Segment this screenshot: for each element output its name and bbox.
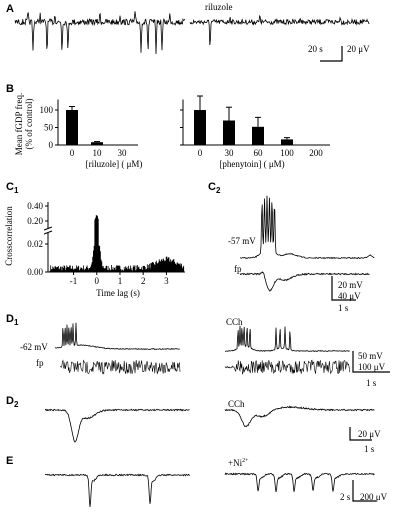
scale-label: 20 s xyxy=(308,44,323,54)
y-tick-label: 50 xyxy=(44,123,54,133)
x-label: Time lag (s) xyxy=(96,288,140,298)
trace xyxy=(60,359,181,375)
y-tick-label: 0 xyxy=(49,140,54,150)
drug-text: +Ni xyxy=(228,458,243,468)
trace xyxy=(224,325,350,352)
panel-label: C1 xyxy=(6,181,19,195)
x-tick-label: 0 xyxy=(70,148,75,158)
scale-bar xyxy=(349,427,372,441)
trace xyxy=(224,359,351,375)
scale-label: 100 μV xyxy=(358,362,386,372)
panel-label: B xyxy=(6,83,14,95)
panel-label: A xyxy=(6,3,14,15)
trace-label: -57 mV xyxy=(228,236,256,246)
x-label: [riluzole] ( μM) xyxy=(86,159,143,169)
scale-bar xyxy=(352,480,376,502)
x-tick-label: 0 xyxy=(198,148,203,158)
panel-letter: A xyxy=(6,3,14,15)
scale-label: 50 mV xyxy=(358,351,383,361)
scale-label: 1 s xyxy=(366,378,377,388)
trace xyxy=(44,408,190,443)
y-tick-label: 0.40 xyxy=(27,201,43,211)
trace-label: fp xyxy=(234,264,242,274)
panel-sub: 2 xyxy=(216,186,221,195)
trace xyxy=(189,14,370,46)
y-label: Mean fGDP freq. xyxy=(14,93,24,155)
scale-label: 2 s xyxy=(340,492,351,502)
panel-label: C2 xyxy=(208,181,221,195)
panel-sub: 1 xyxy=(14,186,19,195)
axis-break xyxy=(43,230,53,235)
bar xyxy=(66,110,78,145)
bar xyxy=(281,139,293,145)
x-label: [phenytoin] ( μM) xyxy=(219,159,284,169)
trace xyxy=(239,195,375,260)
x-tick-label: 10 xyxy=(93,148,103,158)
y-tick-label: 0.00 xyxy=(27,267,43,277)
bar xyxy=(252,126,264,145)
x-tick-label: 3 xyxy=(164,276,169,286)
trace xyxy=(14,11,186,55)
scale-label: 40 μV xyxy=(338,291,361,301)
y-tick-label: 0.20 xyxy=(27,216,43,226)
y-tick-label: 100 xyxy=(40,105,54,115)
x-tick-label: 1 xyxy=(118,276,123,286)
y-tick-label: 0.02 xyxy=(27,239,43,249)
trace-label: fp xyxy=(36,358,44,368)
panel-letter: D xyxy=(6,395,14,407)
x-tick-label: 200 xyxy=(309,148,323,158)
scale-bar xyxy=(352,351,390,373)
bar xyxy=(223,120,235,145)
panel-letter: B xyxy=(6,83,14,95)
drug-label: +Ni2+ xyxy=(228,458,249,468)
trace xyxy=(55,322,180,350)
drug-label: CCh xyxy=(226,317,243,327)
y-label: Crosscorrelation xyxy=(4,206,14,266)
scale-label: 1 s xyxy=(338,303,349,313)
x-tick-label: 60 xyxy=(254,148,264,158)
x-tick-label: 2 xyxy=(141,276,146,286)
scale-label: 200 μV xyxy=(360,492,388,502)
panel-sub: 1 xyxy=(14,318,19,327)
panel-label: D1 xyxy=(6,313,19,327)
panel-sub: 2 xyxy=(14,400,19,409)
panel-letter: C xyxy=(208,181,216,193)
a-title: riluzole xyxy=(205,2,233,12)
trace xyxy=(44,473,190,508)
panel-letter: E xyxy=(6,455,13,467)
panel-letter: C xyxy=(6,181,14,193)
trace xyxy=(224,405,375,428)
scale-bar xyxy=(320,46,343,62)
y-label: (% of control) xyxy=(24,99,34,150)
trace-label: -62 mV xyxy=(20,342,48,352)
scale-label: 20 mV xyxy=(338,280,363,290)
scale-bar xyxy=(331,276,356,301)
panel-label: D2 xyxy=(6,395,19,409)
trace xyxy=(224,472,375,493)
histogram xyxy=(49,215,185,272)
scale-label: 20 μV xyxy=(347,44,370,54)
x-tick-label: 30 xyxy=(225,148,235,158)
axis-break xyxy=(43,226,53,231)
panel-letter: D xyxy=(6,313,14,325)
x-tick-label: 30 xyxy=(118,148,128,158)
x-tick-label: 0 xyxy=(95,276,100,286)
drug-label: CCh xyxy=(228,399,245,409)
drug-sup: 2+ xyxy=(242,458,249,464)
trace xyxy=(239,271,370,292)
bar xyxy=(194,110,206,145)
bar xyxy=(91,142,103,145)
scale-label: 1 s xyxy=(364,444,375,454)
x-tick-label: 100 xyxy=(280,148,294,158)
x-tick-label: -1 xyxy=(70,276,78,286)
panel-label: E xyxy=(6,455,13,467)
scale-label: 20 μV xyxy=(358,429,381,439)
